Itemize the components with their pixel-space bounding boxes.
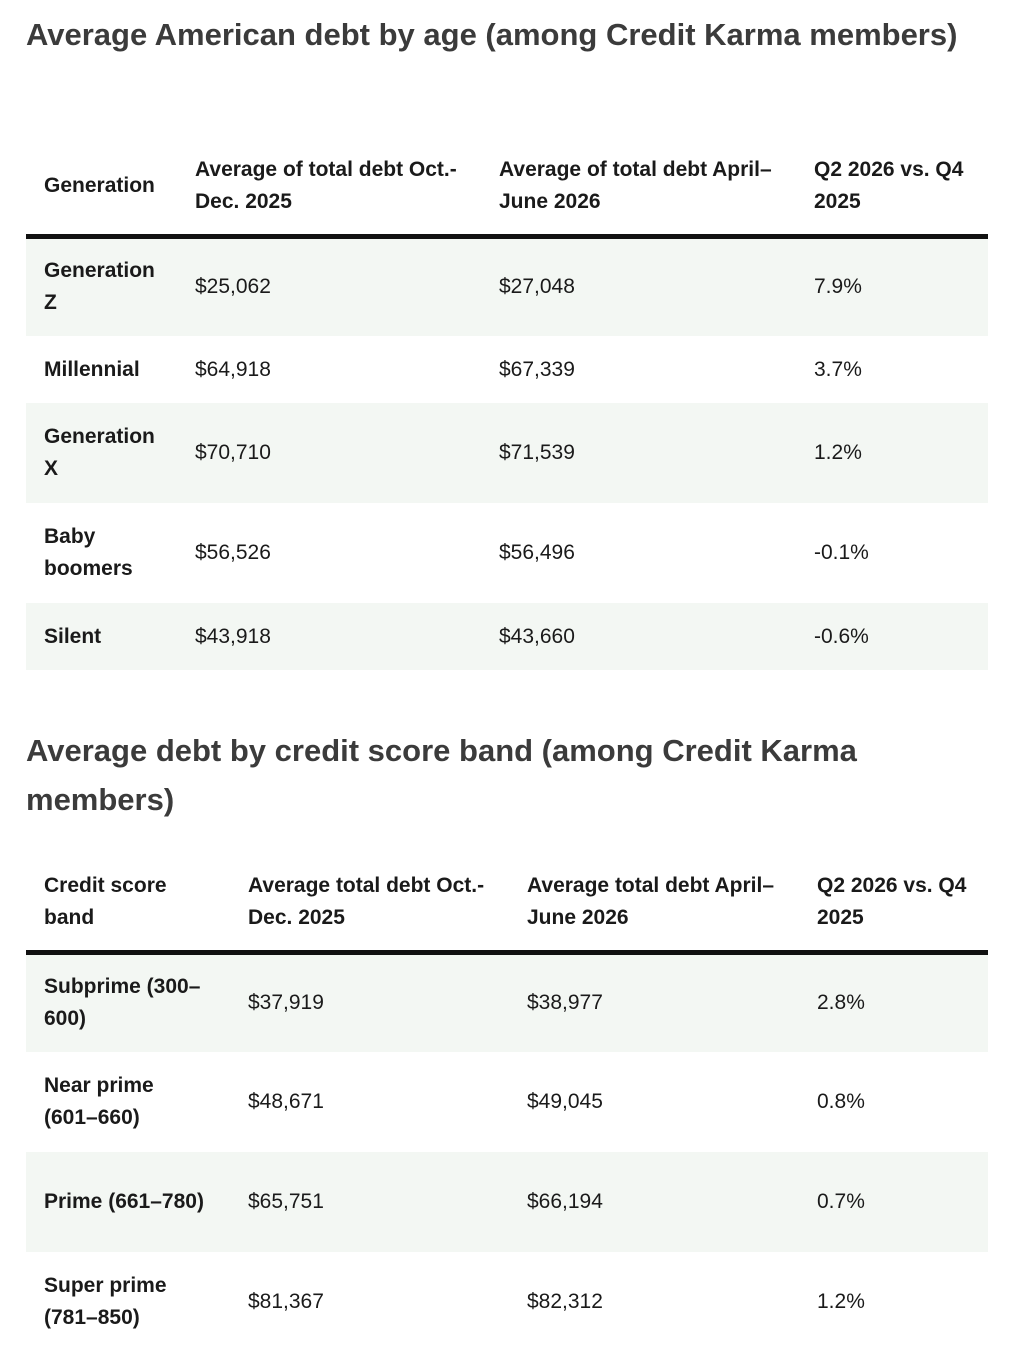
row-label: Near prime (601–660) bbox=[44, 1074, 154, 1129]
table-row: Generation Z $25,062 $27,048 7.9% bbox=[26, 236, 988, 336]
cell-april-june-2026: $27,048 bbox=[499, 275, 575, 299]
cell-change: 2.8% bbox=[817, 991, 865, 1015]
cell-oct-dec-2025: $37,919 bbox=[248, 991, 324, 1015]
table-header-row: Generation Average of total debt Oct.-De… bbox=[26, 138, 988, 239]
table-row: Super prime (781–850) $81,367 $82,312 1.… bbox=[26, 1252, 988, 1352]
cell-change: 0.8% bbox=[817, 1090, 865, 1113]
cell-change: 1.2% bbox=[817, 1290, 865, 1313]
row-label: Baby boomers bbox=[44, 525, 133, 580]
cell-oct-dec-2025: $64,918 bbox=[195, 357, 271, 381]
cell-change: 0.7% bbox=[817, 1190, 865, 1213]
table-row: Silent $43,918 $43,660 -0.6% bbox=[26, 603, 988, 670]
cell-change: 7.9% bbox=[814, 275, 862, 299]
cell-april-june-2026: $82,312 bbox=[527, 1290, 603, 1313]
section-title-debt-by-credit-score: Average debt by credit score band (among… bbox=[26, 733, 857, 817]
cell-oct-dec-2025: $43,918 bbox=[195, 624, 271, 648]
cell-april-june-2026: $66,194 bbox=[527, 1190, 603, 1213]
cell-april-june-2026: $71,539 bbox=[499, 441, 575, 464]
cell-april-june-2026: $49,045 bbox=[527, 1090, 603, 1113]
row-label: Super prime (781–850) bbox=[44, 1274, 167, 1329]
table-row: Generation X $70,710 $71,539 1.2% bbox=[26, 403, 988, 503]
row-label: Prime (661–780) bbox=[44, 1190, 204, 1213]
row-label: Silent bbox=[44, 624, 102, 648]
column-header-credit-score-band: Credit score band bbox=[26, 854, 230, 955]
cell-change: -0.1% bbox=[814, 541, 869, 564]
cell-change: 1.2% bbox=[814, 441, 862, 464]
debt-by-credit-score-table: Credit score band Average total debt Oct… bbox=[26, 854, 988, 1352]
column-header-change: Q2 2026 vs. Q4 2025 bbox=[796, 138, 988, 239]
table-row: Prime (661–780) $65,751 $66,194 0.7% bbox=[26, 1152, 988, 1252]
column-header-oct-dec-2025: Average total debt Oct.-Dec. 2025 bbox=[230, 854, 509, 955]
cell-oct-dec-2025: $48,671 bbox=[248, 1090, 324, 1113]
cell-oct-dec-2025: $56,526 bbox=[195, 541, 271, 564]
section-title-debt-by-age: Average American debt by age (among Cred… bbox=[26, 17, 958, 52]
row-label: Subprime (300–600) bbox=[44, 975, 201, 1031]
cell-oct-dec-2025: $70,710 bbox=[195, 441, 271, 464]
cell-april-june-2026: $56,496 bbox=[499, 541, 575, 564]
column-header-oct-dec-2025: Average of total debt Oct.-Dec. 2025 bbox=[177, 138, 481, 239]
cell-april-june-2026: $67,339 bbox=[499, 357, 575, 381]
cell-april-june-2026: $38,977 bbox=[527, 991, 603, 1015]
cell-oct-dec-2025: $65,751 bbox=[248, 1190, 324, 1213]
row-label: Generation Z bbox=[44, 259, 155, 315]
debt-by-age-table: Generation Average of total debt Oct.-De… bbox=[26, 138, 988, 670]
row-label: Generation X bbox=[44, 425, 155, 480]
table-row: Baby boomers $56,526 $56,496 -0.1% bbox=[26, 503, 988, 603]
column-header-generation: Generation bbox=[26, 138, 177, 239]
cell-april-june-2026: $43,660 bbox=[499, 624, 575, 648]
table-row: Subprime (300–600) $37,919 $38,977 2.8% bbox=[26, 952, 988, 1052]
cell-oct-dec-2025: $25,062 bbox=[195, 275, 271, 299]
row-label: Millennial bbox=[44, 357, 140, 381]
column-header-april-june-2026: Average of total debt April–June 2026 bbox=[481, 138, 796, 239]
cell-change: 3.7% bbox=[814, 357, 862, 381]
table-row: Near prime (601–660) $48,671 $49,045 0.8… bbox=[26, 1052, 988, 1152]
cell-oct-dec-2025: $81,367 bbox=[248, 1290, 324, 1313]
column-header-change: Q2 2026 vs. Q4 2025 bbox=[799, 854, 988, 955]
table-row: Millennial $64,918 $67,339 3.7% bbox=[26, 336, 988, 403]
cell-change: -0.6% bbox=[814, 624, 869, 648]
table-header-row: Credit score band Average total debt Oct… bbox=[26, 854, 988, 955]
column-header-april-june-2026: Average total debt April–June 2026 bbox=[509, 854, 799, 955]
